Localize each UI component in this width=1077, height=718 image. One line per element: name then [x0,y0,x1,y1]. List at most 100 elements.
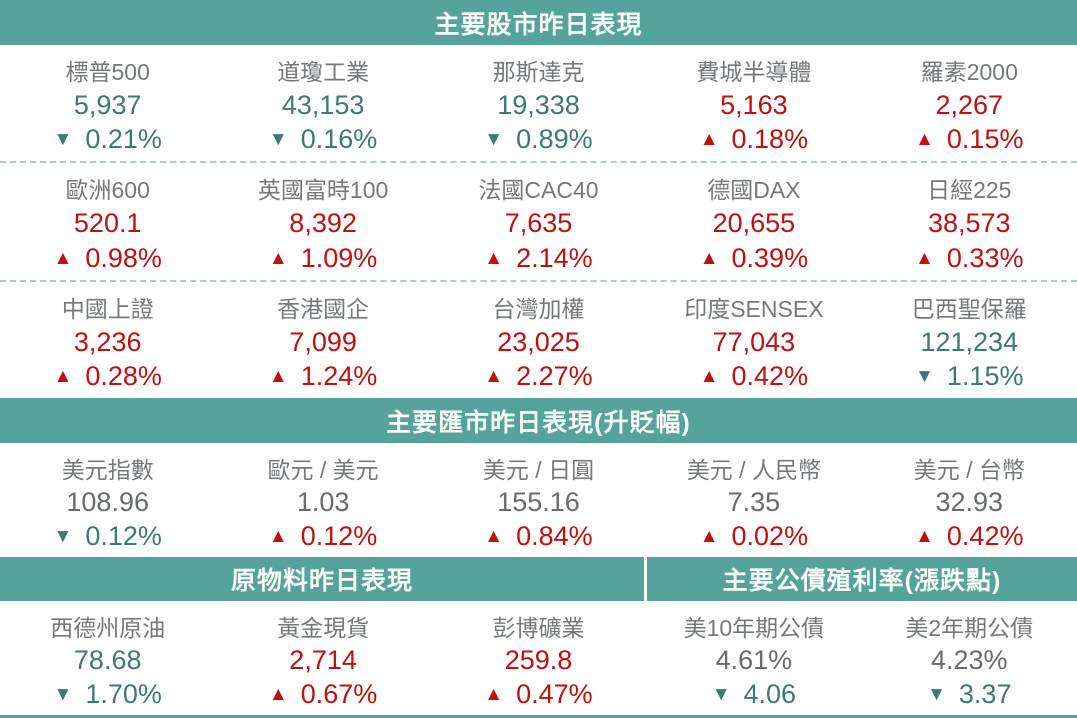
change-line: ▲ 0.33% [915,243,1023,274]
market-cell: 費城半導體 5,163 ▲ 0.18% [646,45,861,161]
down-triangle-icon: ▼ [53,525,73,547]
down-triangle-icon: ▼ [711,683,731,705]
up-triangle-icon: ▲ [484,247,504,269]
up-triangle-icon: ▲ [915,247,934,269]
change-line: ▲ 0.47% [484,679,592,710]
change-value: 0.42% [946,520,1024,551]
change-value: 0.15% [946,124,1024,155]
market-cell: 彭博礦業 259.8 ▲ 0.47% [431,601,646,715]
change-line: ▲ 0.28% [54,361,162,392]
change-value: 0.33% [946,242,1024,273]
instrument-value: 19,338 [497,90,580,121]
section-header-stocks: 主要股市昨日表現 [0,0,1077,45]
market-cell: 美元 / 人民幣 7.35 ▲ 0.02% [646,443,861,557]
instrument-value: 38,573 [927,208,1011,239]
stocks-row: 中國上證 3,236 ▲ 0.28% 香港國企 7,099 ▲ 1.24% 台灣加權 23,025… [0,279,1077,398]
up-triangle-icon: ▲ [268,247,288,269]
change-value: 0.18% [731,124,809,155]
down-triangle-icon: ▼ [927,683,946,705]
market-cell: 法國CAC40 7,635 ▲ 2.14% [431,163,646,279]
market-cell: 美元 / 台幣 32.93 ▲ 0.42% [862,443,1077,557]
instrument-value: 43,153 [281,90,365,121]
instrument-label: 美10年期公債 [683,614,825,641]
down-triangle-icon: ▼ [484,129,504,151]
section-header-bottom: 原物料昨日表現 主要公債殖利率(漲跌點) [0,557,1077,601]
change-value: 0.02% [731,520,809,551]
section-header-fx: 主要匯市昨日表現(升貶幅) [0,398,1077,443]
change-line: ▼ 3.37 [927,679,1011,710]
instrument-value: 108.96 [66,487,149,517]
instrument-label: 美元 / 日圓 [482,456,595,483]
change-value: 0.67% [300,678,378,709]
market-cell: 印度SENSEX 77,043 ▲ 0.42% [646,282,861,398]
stocks-row: 標普500 5,937 ▼ 0.21% 道瓊工業 43,153 ▼ 0.16% 那斯達克 19,3… [0,45,1077,161]
change-value: 1.09% [300,242,378,273]
market-cell: 美2年期公債 4.23% ▼ 3.37 [862,601,1077,715]
change-line: ▼ 0.12% [54,521,162,552]
bottom-accent-bar [0,715,1077,718]
instrument-label: 美2年期公債 [905,614,1034,641]
market-cell: 英國富時100 8,392 ▲ 1.09% [215,163,430,279]
up-triangle-icon: ▲ [699,525,719,547]
up-triangle-icon: ▲ [915,129,934,151]
section-header-commodities: 原物料昨日表現 [0,557,647,601]
instrument-value: 1.03 [296,487,350,517]
down-triangle-icon: ▼ [915,365,934,387]
market-cell: 香港國企 7,099 ▲ 1.24% [215,282,430,398]
section-title: 主要匯市昨日表現(升貶幅) [386,408,691,437]
down-triangle-icon: ▼ [53,129,73,151]
change-value: 0.16% [300,124,378,155]
instrument-label: 羅素2000 [920,59,1018,86]
instrument-label: 費城半導體 [696,59,812,86]
instrument-label: 標普500 [65,59,150,86]
up-triangle-icon: ▲ [53,365,73,387]
instrument-value: 77,043 [712,326,796,357]
market-cell: 美10年期公債 4.61% ▼ 4.06 [646,601,861,715]
instrument-value: 20,655 [712,208,796,239]
market-cell: 台灣加權 23,025 ▲ 2.27% [431,282,646,398]
up-triangle-icon: ▲ [484,525,504,547]
section-title: 主要公債殖利率(漲跌點) [722,567,1002,595]
section-title: 原物料昨日表現 [230,567,413,595]
fx-row: 美元指數 108.96 ▼ 0.12% 歐元 / 美元 1.03 ▲ 0.12% 美元 / 日圓… [0,443,1077,557]
change-value: 1.24% [300,360,378,391]
instrument-label: 西德州原油 [50,614,166,641]
change-value: 0.12% [85,520,162,551]
stocks-rows: 標普500 5,937 ▼ 0.21% 道瓊工業 43,153 ▼ 0.16% 那斯達克 19,3… [0,45,1077,398]
instrument-label: 美元 / 台幣 [913,456,1025,483]
section-title: 主要股市昨日表現 [434,10,643,39]
instrument-value: 3,236 [73,326,142,357]
change-line: ▼ 0.21% [54,124,162,155]
change-value: 1.15% [946,360,1024,391]
up-triangle-icon: ▲ [699,365,719,387]
instrument-label: 歐元 / 美元 [267,456,379,483]
instrument-label: 美元 / 人民幣 [686,456,821,483]
market-cell: 黃金現貨 2,714 ▲ 0.67% [215,601,430,715]
market-cell: 中國上證 3,236 ▲ 0.28% [0,282,215,398]
instrument-label: 美元指數 [61,456,154,483]
change-value: 0.12% [300,520,378,551]
instrument-value: 23,025 [497,326,580,357]
instrument-value: 5,937 [73,90,142,121]
instrument-value: 7.35 [727,487,781,517]
change-line: ▲ 0.18% [700,124,808,155]
instrument-label: 黃金現貨 [277,614,370,641]
change-value: 0.39% [731,242,809,273]
instrument-label: 印度SENSEX [684,295,824,322]
change-line: ▲ 2.14% [484,243,592,274]
change-value: 0.47% [516,678,593,709]
instrument-value: 7,635 [504,208,573,239]
change-value: 2.14% [516,242,593,273]
instrument-value: 4.61% [715,645,793,675]
change-line: ▼ 0.16% [269,124,377,155]
market-cell: 德國DAX 20,655 ▲ 0.39% [646,163,861,279]
change-line: ▲ 0.84% [484,521,592,552]
instrument-value: 7,099 [289,326,357,357]
up-triangle-icon: ▲ [268,365,288,387]
change-value: 0.42% [731,360,809,391]
change-value: 4.06 [743,678,797,709]
instrument-value: 32.93 [935,487,1004,517]
up-triangle-icon: ▲ [699,247,719,269]
instrument-label: 道瓊工業 [277,59,370,86]
down-triangle-icon: ▼ [53,683,73,705]
